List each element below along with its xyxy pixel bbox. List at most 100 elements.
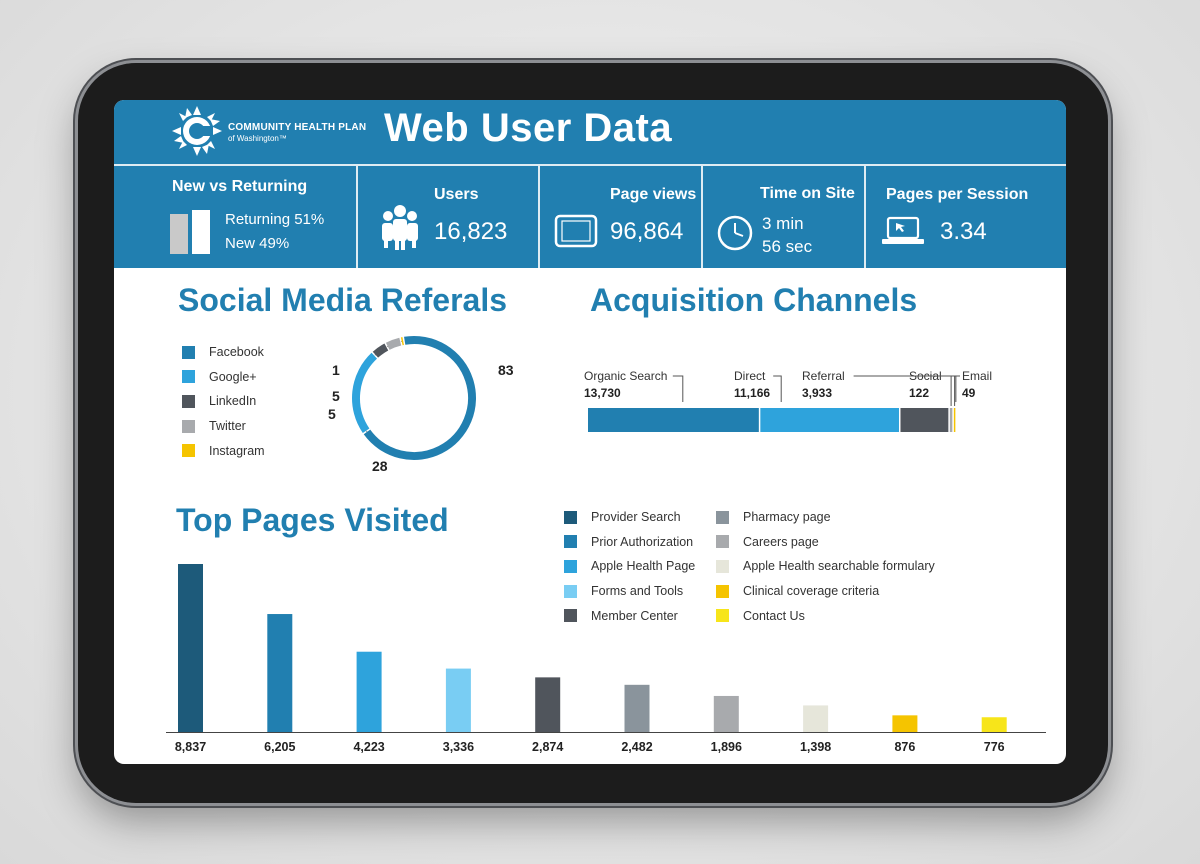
time-minutes: 3 min xyxy=(762,214,804,233)
acquisition-segment-social xyxy=(949,408,953,432)
legend-label: Provider Search xyxy=(591,510,681,524)
stat-divider xyxy=(356,166,358,268)
bar-value-label: 4,223 xyxy=(353,740,385,754)
legend-swatch xyxy=(182,394,195,408)
header-band: COMMUNITY HEALTH PLAN of Washington™ Web… xyxy=(114,100,1066,268)
legend-label: LinkedIn xyxy=(209,394,257,409)
legend-swatch xyxy=(182,444,195,458)
legend-swatch xyxy=(564,609,577,623)
stat-divider xyxy=(538,166,540,268)
bar-contact-us xyxy=(981,717,1007,732)
legend-label: Careers page xyxy=(743,534,819,549)
legend-swatch xyxy=(564,510,577,524)
legend-swatch xyxy=(564,559,577,573)
legend-swatch xyxy=(716,609,729,623)
acquisition-segment-direct xyxy=(760,408,899,432)
linkedin-count: 5 xyxy=(328,406,336,422)
legend-swatch xyxy=(716,535,729,549)
time-seconds: 56 sec xyxy=(762,237,813,256)
donut-segment-facebook xyxy=(363,336,476,460)
top-pages-bar-chart xyxy=(166,564,1046,733)
legend-item-clinical-coverage-criteria: Clinical coverage criteria xyxy=(716,584,879,598)
legend-item-instagram: Instagram xyxy=(182,444,265,458)
acquisition-leader-line xyxy=(948,375,952,406)
legend-label: Member Center xyxy=(591,608,678,623)
legend-label: Prior Authorization xyxy=(591,534,694,549)
acquisition-value-referral: 3,933 xyxy=(802,386,833,400)
clock-icon xyxy=(717,215,753,251)
social-section-title: Social Media Referals xyxy=(178,282,508,318)
donut-segment-google xyxy=(352,352,378,433)
acquisition-label-organic-search: Organic Search xyxy=(584,369,668,383)
acquisition-value-organic-search: 13,730 xyxy=(584,386,621,400)
acquisition-label-email: Email xyxy=(962,369,993,383)
bar-clinical-coverage-criteria xyxy=(892,715,918,732)
new-vs-returning-bars-icon xyxy=(170,210,210,254)
legend-swatch xyxy=(182,370,195,384)
acquisition-leader-line xyxy=(672,375,684,402)
legend-item-member-center: Member Center xyxy=(564,609,678,623)
donut-segment-linkedin xyxy=(372,343,389,358)
acquisition-label-direct: Direct xyxy=(734,369,766,383)
donut-segment-twitter xyxy=(385,337,402,350)
acquisition-segment-email xyxy=(953,408,956,432)
bar-value-label: 776 xyxy=(983,740,1005,754)
bar-apple-health-page xyxy=(356,651,382,732)
new-vs-returning-label: New vs Returning xyxy=(172,178,308,195)
legend-item-contact-us: Contact Us xyxy=(716,609,805,623)
facebook-count: 83 xyxy=(498,362,514,378)
bar-forms-and-tools xyxy=(445,668,471,732)
legend-swatch xyxy=(182,345,195,359)
acquisition-value-direct: 11,166 xyxy=(734,386,771,400)
dashboard-screen: COMMUNITY HEALTH PLAN of Washington™ Web… xyxy=(114,100,1066,764)
instagram-count: 1 xyxy=(332,362,340,378)
users-value: 16,823 xyxy=(434,218,508,245)
users-label: Users xyxy=(434,186,479,203)
legend-label: Google+ xyxy=(209,369,257,384)
bar-value-label: 2,874 xyxy=(532,740,564,754)
top-pages-section-title: Top Pages Visited xyxy=(176,502,449,538)
legend-label: Twitter xyxy=(209,419,246,434)
legend-item-twitter: Twitter xyxy=(182,419,246,433)
acquisition-segment-organic-search xyxy=(588,408,759,432)
page-title: Web User Data xyxy=(384,106,673,150)
legend-label: Apple Health searchable formulary xyxy=(743,559,935,574)
bar-prior-authorization xyxy=(267,614,293,732)
legend-swatch xyxy=(182,419,195,433)
brand-name: COMMUNITY HEALTH PLAN xyxy=(228,122,367,133)
legend-item-prior-authorization: Prior Authorization xyxy=(564,535,693,549)
bar-provider-search xyxy=(178,564,203,732)
stat-divider xyxy=(864,166,866,268)
acquisition-value-email: 49 xyxy=(962,386,976,400)
bar-value-label: 6,205 xyxy=(264,740,296,754)
bar-value-label: 3,336 xyxy=(442,740,475,754)
legend-swatch xyxy=(564,584,577,598)
laptop-icon xyxy=(882,216,924,244)
bar-careers-page xyxy=(713,695,739,732)
legend-label: Contact Us xyxy=(743,608,805,623)
legend-swatch xyxy=(716,559,729,573)
bar-value-label: 1,398 xyxy=(799,740,832,754)
bar-value-label: 8,837 xyxy=(174,740,207,754)
acquisition-leader-line xyxy=(954,375,960,406)
social-donut-chart xyxy=(352,336,476,460)
header-rule xyxy=(114,164,1066,166)
brand-subtitle: of Washington™ xyxy=(228,134,287,143)
legend-item-provider-search: Provider Search xyxy=(564,510,681,524)
bar-value-label: 2,482 xyxy=(621,740,653,754)
stat-divider xyxy=(701,166,703,268)
legend-item-careers-page: Careers page xyxy=(716,535,819,549)
sun-logo-icon xyxy=(172,106,222,156)
legend-label: Pharmacy page xyxy=(743,510,831,524)
bar-member-center xyxy=(535,677,561,732)
google-count: 28 xyxy=(372,458,388,474)
legend-swatch xyxy=(564,535,577,549)
legend-label: Instagram xyxy=(209,443,265,458)
legend-item-forms-and-tools: Forms and Tools xyxy=(564,584,683,598)
legend-label: Facebook xyxy=(209,345,264,359)
acquisition-leader-line xyxy=(773,375,782,402)
time-on-site-label: Time on Site xyxy=(760,185,855,202)
bar-value-label: 876 xyxy=(894,740,916,754)
legend-item-apple-health-page: Apple Health Page xyxy=(564,559,695,573)
legend-swatch xyxy=(716,510,729,524)
